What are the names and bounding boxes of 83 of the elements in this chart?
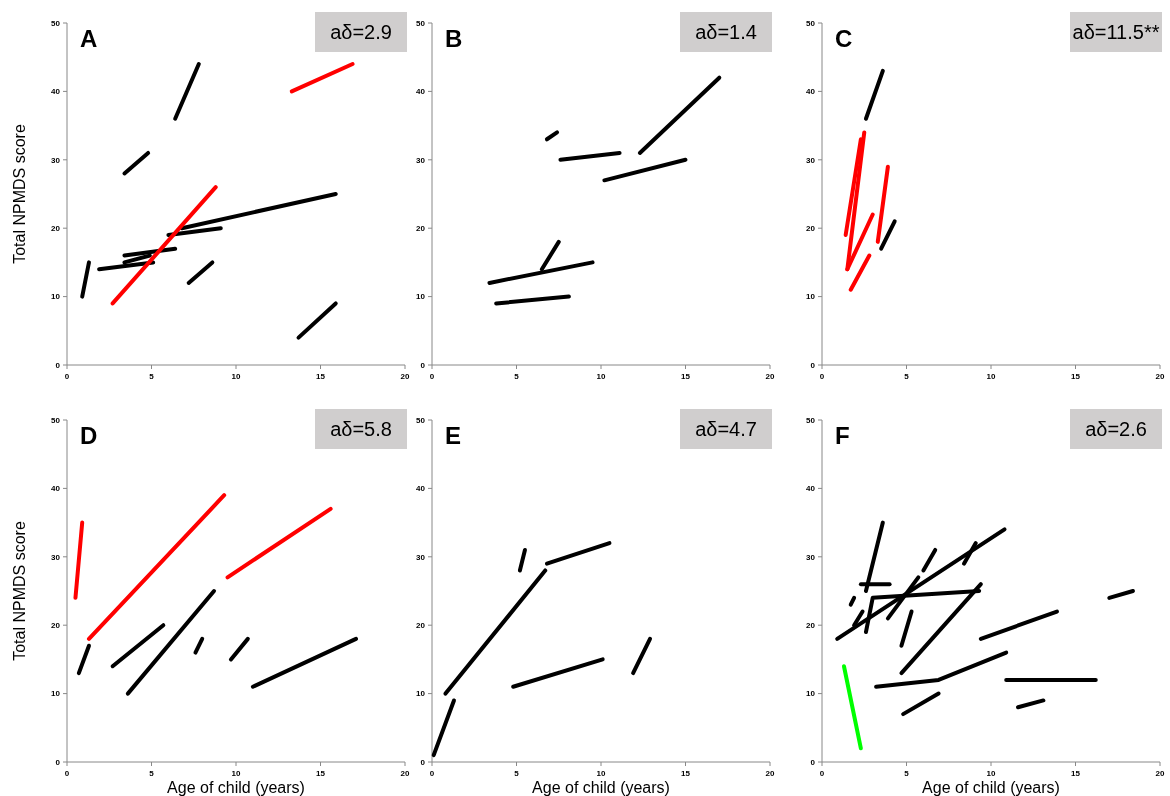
x-tick-label: 0 [819, 769, 825, 778]
x-tick-label: 5 [514, 372, 520, 381]
annotation: A [80, 25, 98, 52]
x-tick-label: 0 [64, 372, 70, 381]
y-tick-label: 10 [416, 292, 426, 302]
x-tick-label: 10 [596, 372, 606, 381]
x-tick-label: 15 [316, 372, 326, 381]
y-tick-label: 40 [806, 484, 816, 494]
x-tick-label: 5 [149, 372, 155, 381]
y-tick-label: 20 [51, 621, 61, 630]
y-tick-label: 20 [416, 621, 426, 630]
x-tick-label: 5 [904, 372, 910, 381]
x-tick-label: 15 [1071, 769, 1081, 778]
y-tick-label: 0 [55, 757, 61, 767]
annotation: aδ=11.5** [1072, 21, 1160, 43]
x-tick-label: 0 [64, 769, 70, 778]
annotation: D [80, 422, 98, 449]
y-tick-label: 30 [51, 552, 61, 562]
annotation: aδ=1.4 [695, 21, 757, 43]
x-tick-label: 0 [429, 372, 435, 381]
y-tick-label: 30 [51, 155, 61, 165]
y-tick-label: 20 [806, 224, 816, 233]
x-tick-label: 20 [1155, 769, 1165, 778]
x-tick-label: 5 [149, 769, 155, 778]
x-axis-title: Age of child (years) [167, 779, 305, 796]
x-tick-label: 15 [1071, 372, 1081, 381]
x-tick-label: 20 [765, 372, 775, 381]
y-tick-label: 50 [51, 415, 61, 425]
x-tick-label: 15 [681, 769, 691, 778]
y-tick-label: 0 [55, 360, 61, 370]
y-tick-label: 40 [51, 484, 61, 494]
x-tick-label: 20 [765, 769, 775, 778]
y-tick-label: 50 [416, 415, 426, 425]
y-tick-label: 0 [420, 360, 426, 370]
x-tick-label: 15 [681, 372, 691, 381]
y-tick-label: 10 [806, 292, 816, 302]
x-tick-label: 20 [1155, 372, 1165, 381]
y-tick-label: 20 [416, 224, 426, 233]
x-tick-label: 10 [596, 769, 606, 778]
y-tick-label: 10 [416, 689, 426, 699]
x-tick-label: 10 [231, 769, 241, 778]
y-tick-label: 50 [51, 18, 61, 28]
x-tick-label: 5 [514, 769, 520, 778]
y-tick-label: 20 [51, 224, 61, 233]
y-tick-label: 10 [51, 689, 61, 699]
annotation: C [835, 25, 853, 52]
y-tick-label: 30 [416, 155, 426, 165]
y-tick-label: 10 [51, 292, 61, 302]
annotation: F [835, 422, 850, 449]
x-axis-title: Age of child (years) [532, 779, 670, 796]
x-tick-label: 10 [986, 769, 996, 778]
x-tick-label: 20 [400, 769, 410, 778]
y-tick-label: 20 [806, 621, 816, 630]
annotation: aδ=2.9 [330, 21, 392, 43]
annotation: aδ=5.8 [330, 418, 392, 440]
y-tick-label: 40 [416, 484, 426, 494]
x-tick-label: 0 [429, 769, 435, 778]
annotation: aδ=2.6 [1085, 418, 1147, 440]
x-tick-label: 20 [400, 372, 410, 381]
x-tick-label: 0 [819, 372, 825, 381]
x-tick-label: 10 [231, 372, 241, 381]
y-tick-label: 30 [806, 155, 816, 165]
y-tick-label: 50 [806, 18, 816, 28]
x-tick-label: 15 [316, 769, 326, 778]
annotation: B [445, 25, 463, 52]
y-axis-title: Total NPMDS score [11, 124, 28, 264]
y-tick-label: 10 [806, 689, 816, 699]
annotation: aδ=4.7 [695, 418, 757, 440]
y-tick-label: 40 [416, 87, 426, 97]
y-tick-label: 50 [806, 415, 816, 425]
x-tick-label: 10 [986, 372, 996, 381]
y-axis-title: Total NPMDS score [11, 521, 28, 661]
annotation: E [445, 422, 462, 449]
y-tick-label: 50 [416, 18, 426, 28]
y-tick-label: 30 [806, 552, 816, 562]
y-tick-label: 0 [810, 360, 816, 370]
x-axis-title: Age of child (years) [922, 779, 1060, 796]
y-tick-label: 0 [420, 757, 426, 767]
y-tick-label: 40 [806, 87, 816, 97]
x-tick-label: 5 [904, 769, 910, 778]
y-tick-label: 40 [51, 87, 61, 97]
y-tick-label: 30 [416, 552, 426, 562]
y-tick-label: 0 [810, 757, 816, 767]
